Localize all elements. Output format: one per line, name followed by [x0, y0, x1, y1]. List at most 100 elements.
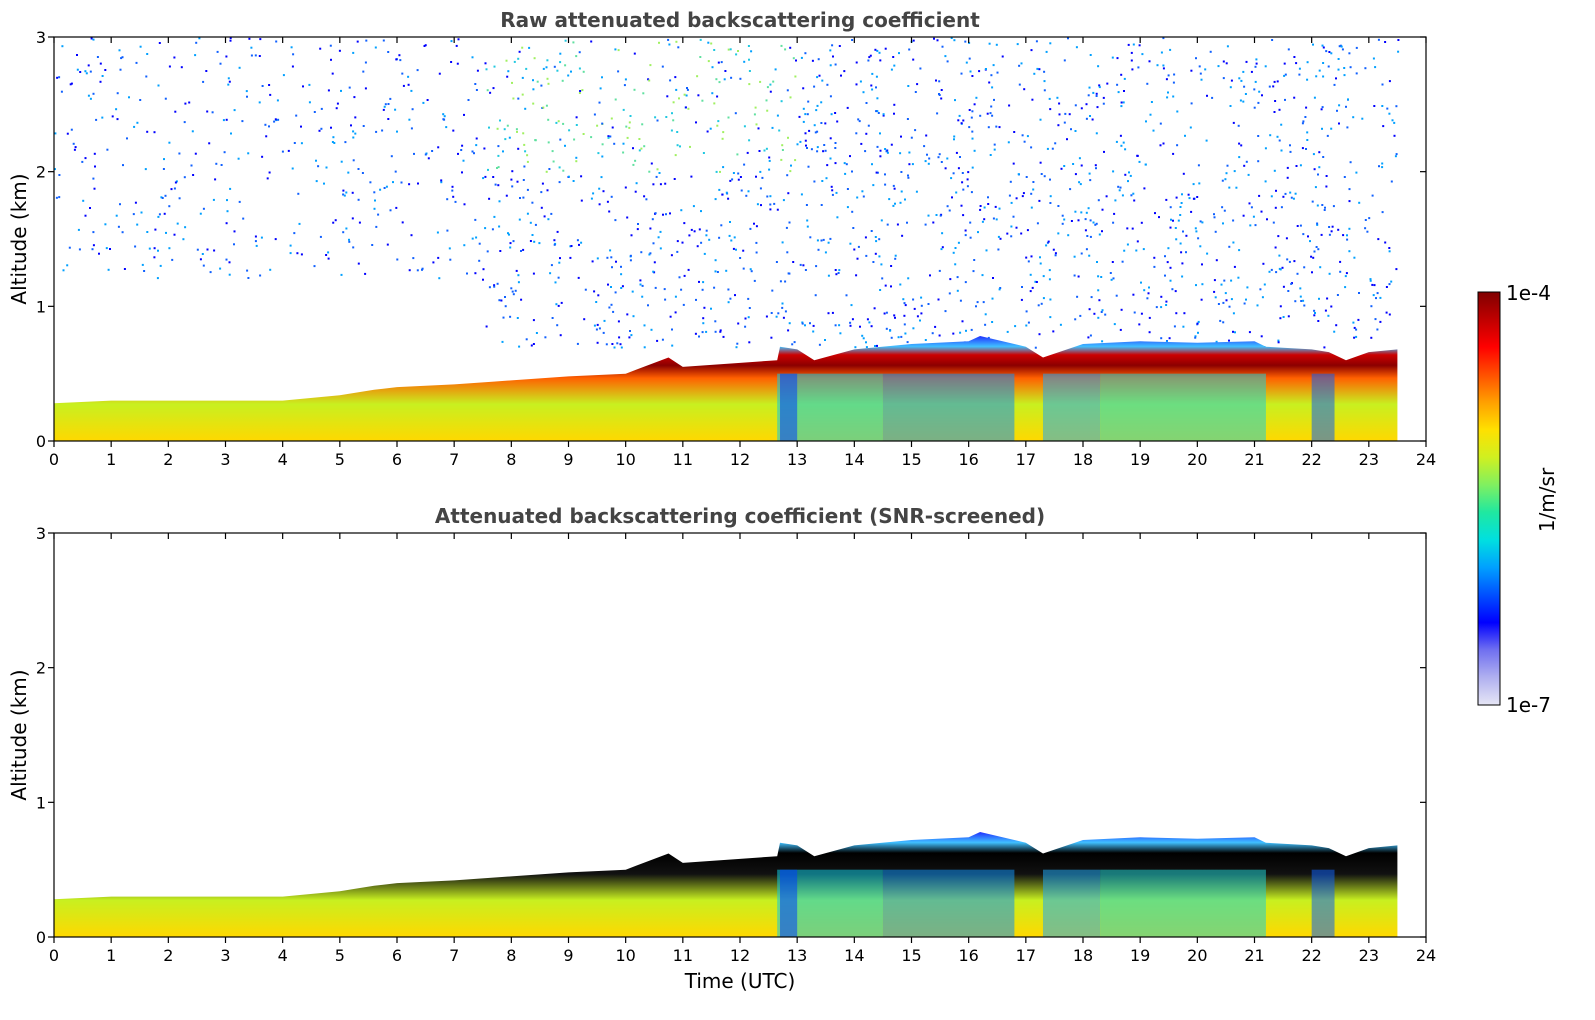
- noise-pixel: [1080, 252, 1083, 255]
- noise-pixel: [254, 235, 257, 238]
- noise-pixel: [903, 323, 906, 326]
- noise-pixel: [1332, 205, 1335, 208]
- noise-pixel: [630, 334, 633, 337]
- noise-pixel: [596, 341, 599, 344]
- noise-pixel: [559, 334, 562, 337]
- noise-pixel: [769, 83, 772, 86]
- noise-pixel: [961, 172, 964, 174]
- noise-pixel: [505, 194, 508, 197]
- noise-pixel: [1098, 299, 1101, 302]
- noise-pixel: [607, 136, 610, 139]
- noise-pixel: [872, 261, 875, 263]
- noise-pixel: [733, 236, 736, 239]
- noise-pixel: [696, 75, 699, 78]
- noise-pixel: [199, 212, 202, 215]
- noise-pixel: [636, 228, 639, 231]
- noise-pixel: [686, 87, 688, 89]
- noise-pixel: [551, 317, 554, 319]
- noise-pixel: [164, 194, 167, 197]
- noise-pixel: [1120, 73, 1123, 76]
- noise-pixel: [611, 343, 614, 345]
- noise-pixel: [626, 313, 629, 316]
- noise-pixel: [1284, 98, 1286, 101]
- noise-pixel: [786, 251, 789, 254]
- noise-pixel: [675, 88, 678, 91]
- noise-pixel: [104, 223, 107, 226]
- noise-pixel: [474, 272, 477, 275]
- noise-pixel: [1056, 96, 1059, 99]
- noise-pixel: [501, 340, 504, 343]
- noise-pixel: [506, 75, 509, 78]
- noise-pixel: [1158, 216, 1160, 219]
- noise-pixel: [992, 277, 994, 279]
- noise-pixel: [485, 68, 488, 71]
- noise-pixel: [939, 214, 942, 217]
- noise-pixel: [755, 123, 758, 126]
- noise-pixel: [1094, 164, 1097, 167]
- noise-pixel: [148, 247, 151, 250]
- noise-pixel: [1160, 337, 1163, 340]
- noise-pixel: [598, 187, 601, 190]
- noise-pixel: [1358, 201, 1361, 204]
- noise-pixel: [1001, 55, 1004, 58]
- noise-pixel: [1222, 222, 1224, 225]
- noise-pixel: [864, 150, 867, 153]
- noise-pixel: [1032, 181, 1035, 183]
- noise-pixel: [525, 338, 528, 341]
- noise-pixel: [1294, 300, 1297, 303]
- noise-pixel: [855, 274, 858, 277]
- noise-pixel: [784, 280, 787, 283]
- noise-pixel: [1307, 235, 1309, 238]
- noise-pixel: [1378, 165, 1380, 168]
- noise-pixel: [924, 223, 927, 226]
- noise-pixel: [678, 276, 681, 279]
- noise-pixel: [143, 270, 146, 272]
- noise-pixel: [543, 215, 546, 218]
- noise-pixel: [722, 335, 725, 338]
- noise-pixel: [689, 145, 691, 148]
- noise-pixel: [1313, 96, 1316, 99]
- noise-pixel: [496, 282, 499, 285]
- noise-pixel: [1371, 194, 1374, 197]
- noise-pixel: [876, 97, 879, 100]
- noise-pixel: [178, 197, 181, 200]
- noise-pixel: [424, 153, 427, 156]
- noise-pixel: [810, 148, 813, 151]
- noise-pixel: [876, 49, 879, 52]
- noise-pixel: [161, 197, 164, 199]
- noise-pixel: [1201, 221, 1204, 224]
- y-tick-label: 3: [36, 28, 46, 47]
- noise-pixel: [1049, 195, 1052, 198]
- noise-pixel: [446, 198, 449, 201]
- noise-pixel: [1285, 237, 1288, 240]
- noise-pixel: [153, 256, 156, 259]
- noise-pixel: [920, 312, 923, 315]
- noise-pixel: [1346, 238, 1349, 241]
- noise-pixel: [1381, 83, 1384, 86]
- noise-pixel: [1330, 230, 1333, 233]
- noise-pixel: [1293, 260, 1296, 263]
- x-tick-label: 14: [844, 450, 864, 469]
- noise-pixel: [614, 219, 617, 222]
- x-tick-label: 18: [1073, 946, 1093, 965]
- noise-pixel: [1167, 74, 1170, 77]
- noise-pixel: [601, 155, 604, 158]
- noise-pixel: [959, 331, 962, 334]
- noise-pixel: [158, 213, 161, 216]
- noise-pixel: [261, 85, 264, 87]
- noise-pixel: [987, 196, 989, 199]
- noise-pixel: [343, 194, 346, 197]
- noise-pixel: [1049, 108, 1052, 111]
- noise-pixel: [715, 170, 718, 173]
- noise-pixel: [564, 39, 567, 42]
- noise-pixel: [1355, 335, 1358, 338]
- noise-pixel: [1321, 106, 1324, 109]
- noise-pixel: [87, 94, 90, 97]
- noise-pixel: [957, 119, 960, 122]
- noise-pixel: [74, 146, 77, 149]
- noise-pixel: [596, 257, 599, 260]
- noise-pixel: [607, 283, 609, 286]
- noise-pixel: [953, 135, 956, 138]
- noise-pixel: [1214, 296, 1217, 299]
- noise-pixel: [163, 212, 166, 215]
